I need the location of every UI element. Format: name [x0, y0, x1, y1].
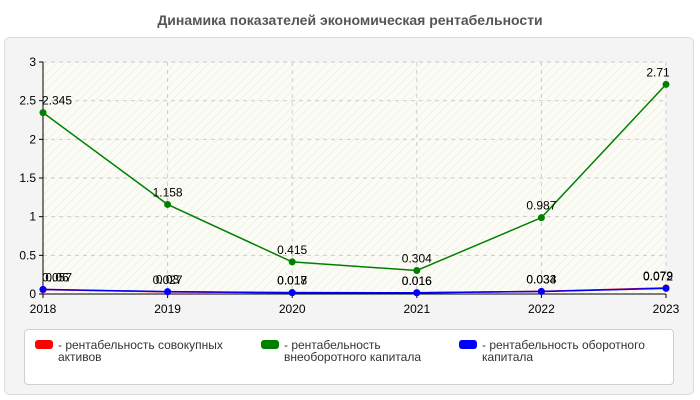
- x-tick-label: 2023: [653, 302, 680, 316]
- data-label: 2.71: [646, 65, 670, 79]
- y-tick-label: 1.5: [19, 171, 36, 185]
- y-tick-label: 1: [29, 210, 36, 224]
- data-point[interactable]: [288, 289, 296, 297]
- data-label: 0.033: [526, 272, 556, 286]
- y-tick-label: 0.5: [19, 248, 36, 262]
- data-point[interactable]: [537, 214, 545, 222]
- series-layer: [39, 80, 670, 297]
- x-tick-label: 2021: [403, 302, 430, 316]
- data-point[interactable]: [413, 266, 421, 274]
- legend-label: - рентабельность оборотного капитала: [482, 338, 645, 364]
- legend-item-noncurrent-capital[interactable]: - рентабельность внеоборотного капитала: [261, 339, 459, 363]
- data-point[interactable]: [537, 287, 545, 295]
- data-label: 0.027: [153, 273, 183, 287]
- data-label: 0.987: [526, 199, 556, 213]
- data-label: 1.158: [153, 185, 183, 199]
- legend-label: - рентабельность совокупных активов: [58, 338, 223, 364]
- data-point[interactable]: [288, 258, 296, 266]
- legend: - рентабельность совокупных активов - ре…: [24, 329, 674, 385]
- grid-lines: [43, 61, 667, 294]
- data-point[interactable]: [164, 200, 172, 208]
- data-label: 0.017: [277, 274, 307, 288]
- data-label: 0.034: [526, 272, 556, 286]
- data-point[interactable]: [413, 289, 421, 297]
- series-line-2: [42, 83, 667, 272]
- legend-label: - рентабельность внеоборотного капитала: [284, 338, 421, 364]
- data-label: 0.415: [277, 243, 307, 257]
- legend-item-working-capital[interactable]: - рентабельность оборотного капитала: [459, 339, 657, 363]
- data-point[interactable]: [662, 284, 670, 292]
- legend-swatch-red: [35, 340, 53, 349]
- data-label: 0.016: [402, 274, 432, 288]
- x-tick-label: 2019: [154, 302, 181, 316]
- axes: 0 0.5 1 1.5 2 2.5 3 2018 2019 2020 2021 2022 2023: [19, 55, 679, 316]
- data-point[interactable]: [662, 80, 670, 88]
- data-point[interactable]: [164, 288, 172, 296]
- y-tick-label: 0: [29, 287, 36, 301]
- data-label: 0.018: [277, 274, 307, 288]
- data-label: 0.06: [45, 270, 69, 284]
- legend-swatch-blue: [459, 340, 477, 349]
- plot-area: [43, 62, 666, 294]
- data-label: 0.057: [42, 271, 72, 285]
- data-label: 0.072: [643, 269, 673, 283]
- y-tick-label: 3: [29, 55, 36, 69]
- legend-item-total-assets[interactable]: - рентабельность совокупных активов: [35, 339, 233, 363]
- data-label: 0.304: [402, 251, 432, 265]
- x-tick-label: 2018: [30, 302, 57, 316]
- x-tick-label: 2020: [279, 302, 306, 316]
- line-chart: 0 0.5 1 1.5 2 2.5 3 2018 2019 2020 2021 2022 2023 0.…: [19, 55, 679, 316]
- data-point[interactable]: [39, 109, 47, 117]
- data-labels: 0.057 0.027 0.017 0.016 0.034 0.079 2.345 1.158…: [42, 65, 673, 287]
- data-point[interactable]: [39, 285, 47, 293]
- legend-swatch-green: [261, 340, 279, 349]
- chart-title: Динамика показателей экономическая рента…: [157, 12, 543, 28]
- y-tick-label: 2.5: [19, 94, 36, 108]
- x-tick-label: 2022: [528, 302, 555, 316]
- series-line-3: [42, 287, 667, 294]
- data-label: 0.016: [402, 274, 432, 288]
- data-label: 2.345: [42, 94, 72, 108]
- y-tick-label: 2: [29, 132, 36, 146]
- data-label: 0.079: [643, 269, 673, 283]
- data-label: 0.03: [156, 273, 180, 287]
